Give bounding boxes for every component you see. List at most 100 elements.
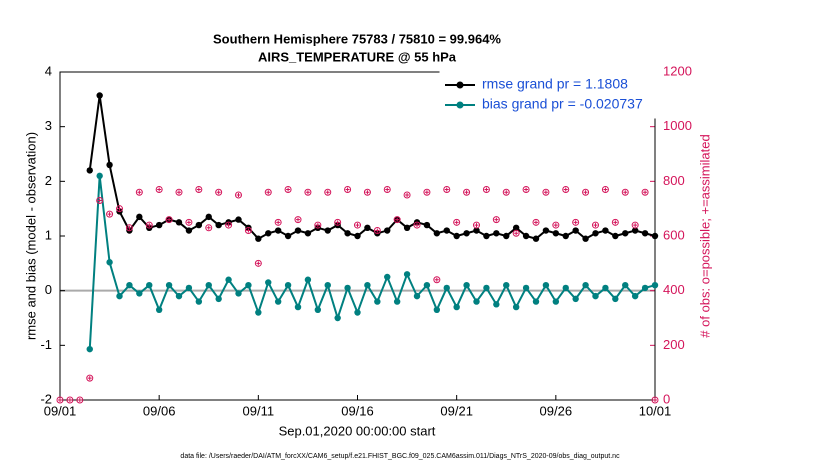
- obs-assimilated: [365, 190, 370, 195]
- obs-possible: [284, 186, 292, 194]
- obs-possible: [254, 259, 262, 267]
- point: [235, 216, 242, 223]
- point: [314, 306, 322, 313]
- obs-possible: [354, 221, 361, 229]
- point: [106, 161, 113, 169]
- point: [155, 306, 163, 313]
- obs-possible: [393, 216, 401, 224]
- point: [602, 284, 609, 292]
- point: [136, 213, 143, 221]
- obs-assimilated: [563, 187, 568, 192]
- obs-possible: [244, 227, 252, 235]
- obs-assimilated: [67, 398, 72, 402]
- point: [592, 230, 599, 237]
- obs-assimilated: [454, 220, 459, 225]
- obs-possible: [572, 218, 580, 226]
- obs-possible: [582, 188, 590, 196]
- obs-assimilated: [524, 187, 529, 192]
- y-tick-label: 3: [45, 118, 52, 133]
- series-line: [88, 95, 656, 240]
- y-tick-label: -1: [40, 337, 52, 352]
- obs-possible: [86, 374, 94, 382]
- point: [552, 230, 560, 237]
- obs-possible: [344, 186, 352, 194]
- point: [631, 292, 639, 300]
- obs-possible: [592, 221, 599, 229]
- point: [602, 227, 609, 234]
- obs-assimilated: [226, 223, 231, 228]
- obs-possible: [463, 188, 471, 196]
- obs-possible: [155, 186, 163, 194]
- obs-possible: [423, 188, 431, 196]
- obs-possible: [235, 191, 242, 199]
- y-tick-label: 2: [45, 173, 52, 188]
- obs-assimilated: [315, 223, 320, 228]
- obs-assimilated: [553, 223, 558, 228]
- obs-possible: [135, 188, 143, 196]
- point: [592, 292, 599, 300]
- obs-possible: [601, 186, 609, 194]
- point: [255, 309, 262, 316]
- point: [274, 298, 282, 305]
- obs-possible: [314, 221, 322, 229]
- point: [185, 227, 193, 234]
- obs-possible: [383, 186, 391, 194]
- obs-assimilated: [593, 223, 598, 228]
- point: [562, 284, 569, 292]
- point: [155, 221, 163, 229]
- obs-possible: [294, 216, 302, 224]
- obs-assimilated: [167, 217, 172, 222]
- obs-assimilated: [464, 190, 469, 195]
- obs-assimilated: [484, 187, 489, 192]
- point: [146, 282, 153, 289]
- point: [364, 224, 371, 231]
- obs-assimilated: [137, 190, 142, 195]
- point: [463, 282, 470, 289]
- obs-assimilated: [573, 220, 578, 225]
- point: [284, 282, 292, 289]
- chart-title: Southern Hemisphere 75783 / 75810 = 99.9…: [213, 31, 501, 46]
- point: [542, 227, 550, 234]
- footnote: data file: /Users/raeder/DAI/ATM_forcXX/…: [180, 453, 620, 460]
- obs-assimilated: [157, 187, 162, 192]
- obs-possible: [76, 396, 84, 404]
- point: [582, 235, 589, 242]
- point: [532, 298, 540, 305]
- obs-assimilated: [256, 261, 261, 266]
- obs-possible: [195, 186, 203, 194]
- y2-axis-label: # of obs: o=possible; +=assimilated: [697, 134, 712, 337]
- obs-assimilated: [286, 187, 291, 192]
- point: [503, 232, 510, 240]
- point: [522, 232, 530, 240]
- obs-possible: [651, 396, 659, 404]
- point: [473, 227, 480, 234]
- obs-possible: [125, 224, 133, 232]
- point: [86, 345, 93, 353]
- y-tick-label: 0: [45, 282, 52, 297]
- point: [641, 230, 649, 237]
- obs-possible: [611, 218, 619, 226]
- point: [96, 92, 103, 99]
- obs-assimilated: [58, 398, 62, 402]
- obs-assimilated: [514, 231, 519, 236]
- obs-possible: [373, 227, 381, 235]
- y2-tick-label: 1000: [663, 118, 692, 133]
- y-tick-label: 1: [45, 227, 52, 242]
- obs-assimilated: [603, 187, 608, 192]
- point: [354, 232, 361, 240]
- point: [622, 282, 629, 289]
- obs-possible: [225, 221, 233, 229]
- point: [225, 276, 232, 283]
- point: [324, 227, 331, 234]
- point: [106, 259, 113, 266]
- point: [463, 230, 470, 237]
- obs-assimilated: [643, 190, 648, 195]
- point: [572, 227, 579, 234]
- obs-assimilated: [87, 376, 92, 381]
- obs-possible: [631, 221, 639, 229]
- obs-assimilated: [276, 220, 281, 225]
- y2-tick-label: 400: [663, 282, 685, 297]
- x-tick-label: 09/06: [143, 403, 176, 418]
- point: [175, 219, 183, 226]
